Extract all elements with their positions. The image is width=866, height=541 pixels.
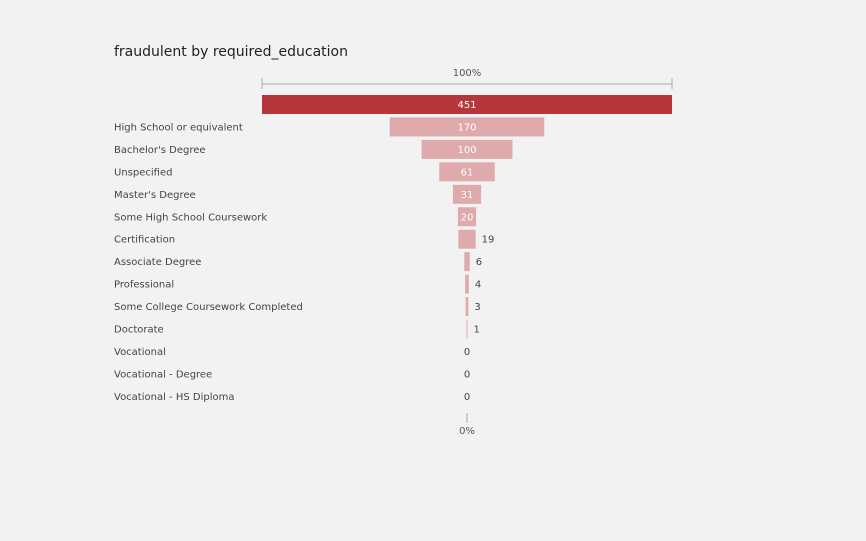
category-label: Some High School Coursework <box>114 212 267 223</box>
bar-value: 31 <box>461 190 474 201</box>
chart-title: fraudulent by required_education <box>114 44 348 60</box>
funnel-bar <box>439 162 495 182</box>
funnel-bar <box>465 274 469 294</box>
category-label: Vocational - HS Diploma <box>114 392 234 403</box>
bar-value: 20 <box>461 212 474 223</box>
total-bar <box>262 95 672 114</box>
category-label: Unspecified <box>114 167 172 178</box>
category-label: Doctorate <box>114 325 164 336</box>
top-axis-label: 100% <box>453 68 482 79</box>
bottom-axis-label: 0% <box>459 426 475 437</box>
category-label: Certification <box>114 235 175 246</box>
category-label: Master's Degree <box>114 190 196 201</box>
funnel-bar <box>465 297 469 317</box>
bar-value: 1 <box>473 325 479 336</box>
funnel-bar <box>452 184 482 204</box>
category-label: Bachelor's Degree <box>114 145 206 156</box>
funnel-bar <box>457 207 477 227</box>
funnel-bar <box>421 139 513 159</box>
bar-value: 4 <box>475 280 481 291</box>
funnel-bar <box>464 252 470 272</box>
category-label: Some College Coursework Completed <box>114 302 303 313</box>
bar-value: 0 <box>464 392 470 403</box>
bar-value: 61 <box>461 167 474 178</box>
bar-value: 170 <box>457 122 476 133</box>
bar-value: 0 <box>464 347 470 358</box>
funnel-bar <box>466 319 468 339</box>
total-bar-value: 451 <box>457 100 476 111</box>
bar-value: 0 <box>464 369 470 380</box>
category-label: Professional <box>114 280 174 291</box>
bar-value: 100 <box>457 145 476 156</box>
category-label: Vocational - Degree <box>114 369 212 380</box>
category-label: High School or equivalent <box>114 122 243 133</box>
funnel-bar <box>458 229 476 249</box>
bar-value: 3 <box>474 302 480 313</box>
bar-value: 6 <box>476 257 482 268</box>
category-label: Associate Degree <box>114 257 201 268</box>
bar-value: 19 <box>482 235 495 246</box>
funnel-bar <box>389 117 545 137</box>
category-label: Vocational <box>114 347 166 358</box>
